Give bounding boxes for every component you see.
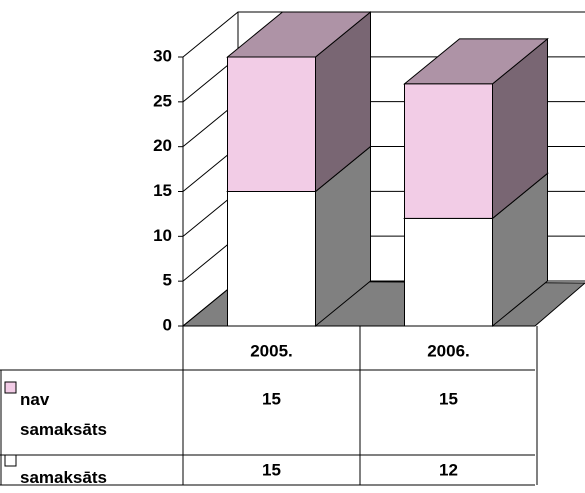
table-value: 12 — [439, 460, 458, 479]
table-value: 15 — [262, 389, 281, 408]
x-tick-label: 2005. — [250, 341, 293, 360]
y-tick-label: 10 — [153, 226, 172, 245]
table-value: 15 — [262, 460, 281, 479]
bar — [227, 191, 316, 327]
bar — [404, 217, 493, 327]
y-tick-label: 5 — [163, 271, 172, 290]
y-tick-label: 0 — [163, 315, 172, 334]
legend-swatch — [4, 454, 17, 467]
bar — [227, 56, 316, 192]
grid-line — [182, 11, 585, 58]
legend-label: samaksāts — [20, 468, 107, 487]
legend-label: nav samaksāts — [20, 390, 107, 439]
y-tick-label: 20 — [153, 136, 172, 155]
y-tick-label: 30 — [153, 46, 172, 65]
y-tick-label: 15 — [153, 181, 172, 200]
legend-swatch — [4, 381, 17, 394]
y-tick-label: 25 — [153, 91, 172, 110]
table-value: 15 — [439, 389, 458, 408]
bar — [404, 83, 493, 219]
x-tick-label: 2006. — [427, 341, 470, 360]
